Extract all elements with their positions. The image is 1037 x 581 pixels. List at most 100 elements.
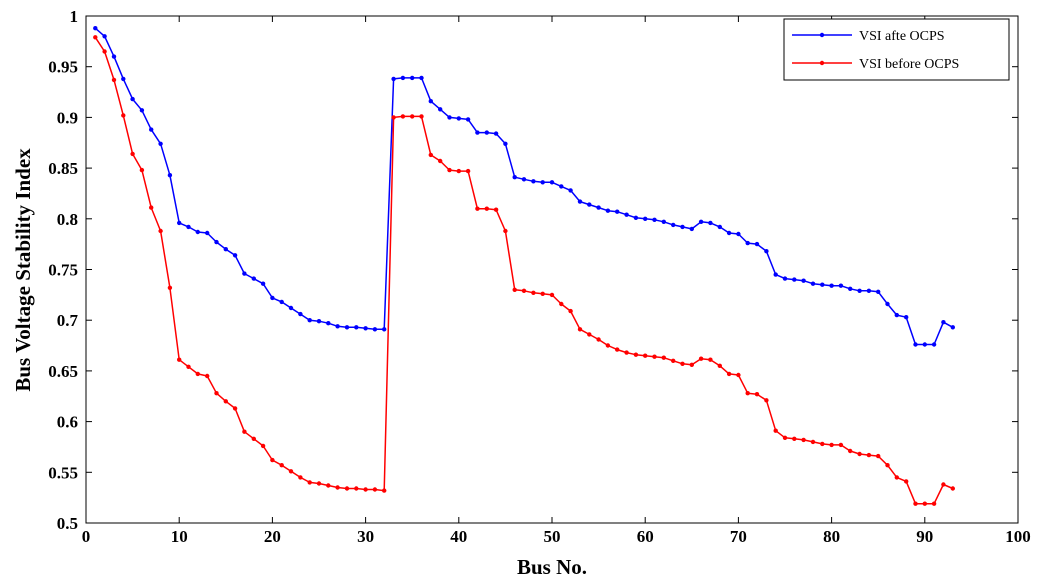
data-point-vsi-before [149,205,154,210]
data-point-vsi-before [904,479,909,484]
x-axis-title: Bus No. [517,555,587,579]
data-point-vsi-after [512,175,517,180]
data-point-vsi-after [354,325,359,330]
data-point-vsi-after [316,319,322,324]
data-point-vsi-before [344,486,350,491]
y-tick-label: 0.95 [48,58,78,77]
data-point-vsi-before [288,469,294,474]
data-point-vsi-before [465,168,471,174]
data-point-vsi-before [950,486,955,491]
y-tick-label: 0.8 [57,210,78,229]
data-point-vsi-after [540,180,545,185]
data-point-vsi-after [717,224,722,230]
data-point-vsi-after [615,209,620,214]
x-tick-label: 90 [916,527,933,546]
data-point-vsi-after [624,212,629,217]
data-point-vsi-after [232,253,238,258]
data-point-vsi-before [121,113,126,118]
data-point-vsi-after [745,240,750,246]
data-point-vsi-after [400,75,406,81]
data-point-vsi-before [652,354,657,359]
data-point-vsi-before [139,167,145,173]
data-point-vsi-before [521,288,527,293]
data-point-vsi-after [326,321,331,326]
data-point-vsi-before [605,343,611,348]
data-point-vsi-before [894,475,899,480]
data-point-vsi-before [130,151,135,157]
data-point-vsi-before [848,448,853,454]
data-point-vsi-before [568,308,573,314]
data-point-vsi-before [503,228,508,234]
data-point-vsi-after [363,326,368,331]
data-point-vsi-before [643,353,648,358]
data-point-vsi-after [764,249,769,254]
legend-label-vsi-after: VSI afte OCPS [859,29,945,44]
data-point-vsi-before [587,332,592,337]
data-point-vsi-after [773,272,778,277]
data-point-vsi-after [270,295,275,301]
data-point-vsi-before [745,391,750,396]
data-point-vsi-before [764,398,769,403]
legend-marker-vsi-before [819,60,825,66]
data-point-vsi-before [698,356,704,361]
data-point-vsi-before [792,436,797,441]
data-point-vsi-before [680,361,685,366]
data-point-vsi-before [624,350,629,355]
data-point-vsi-after [941,320,946,325]
data-point-vsi-before [372,487,378,492]
y-tick-label: 0.6 [57,413,78,432]
data-point-vsi-before [232,406,238,411]
data-point-vsi-after [531,179,536,184]
y-tick-label: 0.85 [48,159,78,178]
data-point-vsi-before [260,443,266,449]
data-point-vsi-before [615,347,620,352]
data-point-vsi-after [922,342,927,347]
data-point-vsi-after [671,222,676,228]
data-point-vsi-after [689,226,694,232]
data-point-vsi-before [270,457,275,463]
y-tick-label: 0.55 [48,463,78,482]
data-point-vsi-before [922,501,927,506]
y-axis-title: Bus Voltage Stability Index [11,148,35,392]
data-point-vsi-before [596,337,601,342]
data-point-vsi-before [279,463,284,468]
data-point-vsi-after [643,216,648,221]
data-point-vsi-before [801,437,806,443]
data-point-vsi-after [633,215,639,220]
data-point-vsi-after [596,205,601,210]
data-point-vsi-before [829,442,834,448]
data-point-vsi-after [931,342,937,347]
data-point-vsi-before [931,501,937,506]
data-point-vsi-before [913,501,918,506]
data-point-vsi-after [876,289,881,294]
data-point-vsi-before [885,463,890,468]
data-point-vsi-after [391,76,396,82]
data-point-vsi-after [149,127,154,132]
data-point-vsi-after [549,180,555,185]
data-point-vsi-before [456,168,461,174]
data-point-vsi-before [941,482,946,487]
data-point-vsi-before [484,206,489,211]
data-point-vsi-after [577,199,583,204]
data-point-vsi-after [838,283,844,288]
data-point-vsi-after [195,229,200,235]
data-point-vsi-after [866,288,872,293]
data-point-vsi-before [549,292,555,298]
data-point-vsi-after [167,173,173,178]
data-point-vsi-before [251,436,256,441]
data-point-vsi-after [521,177,527,182]
data-point-vsi-before [298,475,303,480]
data-point-vsi-after [447,115,452,120]
data-point-vsi-before [158,228,163,234]
plot-area [85,15,1019,524]
data-point-vsi-after [885,301,890,307]
data-point-vsi-before [661,355,666,360]
data-point-vsi-before [876,453,881,459]
data-point-vsi-after [242,271,247,276]
data-point-vsi-after [857,288,862,293]
data-point-vsi-after [726,230,732,236]
series-layer [93,26,955,506]
y-tick-label: 0.9 [57,108,78,127]
data-point-vsi-before [857,451,862,457]
